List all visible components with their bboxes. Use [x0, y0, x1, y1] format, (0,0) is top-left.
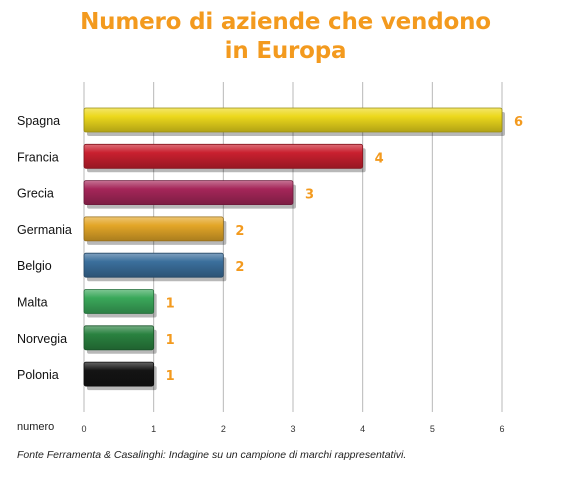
x-tick-label: 2	[221, 424, 226, 434]
chart-title: Numero di aziende che vendono in Europa	[0, 8, 571, 66]
category-label-polonia: Polonia	[17, 368, 59, 382]
bar-francia	[83, 143, 364, 169]
category-label-francia: Francia	[17, 150, 59, 164]
x-tick-label: 6	[499, 424, 504, 434]
data-label-germania: 2	[235, 224, 244, 239]
category-label-belgio: Belgio	[17, 259, 52, 273]
category-label-malta: Malta	[17, 296, 48, 310]
bars	[83, 107, 505, 391]
data-label-norvegia: 1	[166, 333, 175, 348]
bar-belgio	[83, 252, 224, 278]
category-label-spagna: Spagna	[17, 114, 60, 128]
data-label-spagna: 6	[514, 115, 523, 130]
source-note: Fonte Ferramenta & Casalinghi: Indagine …	[17, 449, 407, 461]
data-label-polonia: 1	[166, 369, 175, 384]
category-label-norvegia: Norvegia	[17, 332, 67, 346]
data-label-francia: 4	[375, 151, 384, 166]
x-axis-ticks: 0 1 2 3 4 5 6	[81, 424, 504, 434]
category-labels: Spagna Francia Grecia Germania Belgio Malta No…	[17, 114, 72, 382]
chart-title-line-2: in Europa	[224, 38, 347, 64]
x-tick-label: 3	[290, 424, 295, 434]
bar-grecia	[83, 180, 294, 206]
bar-spagna	[83, 107, 503, 133]
x-tick-label: 5	[430, 424, 435, 434]
bar-polonia	[83, 361, 155, 387]
data-label-belgio: 2	[235, 260, 244, 275]
bar-norvegia	[83, 325, 155, 351]
data-label-grecia: 3	[305, 188, 314, 203]
category-label-grecia: Grecia	[17, 187, 54, 201]
x-tick-label: 1	[151, 424, 156, 434]
x-tick-label: 4	[360, 424, 365, 434]
grid-lines	[83, 82, 503, 412]
data-labels: 6 4 3 2 2 1 1 1	[166, 115, 523, 384]
x-axis-label: numero	[17, 421, 54, 433]
x-tick-label: 0	[81, 424, 86, 434]
bar-malta	[83, 289, 155, 314]
bar-germania	[83, 216, 224, 242]
chart-title-line-1: Numero di aziende che vendono	[80, 9, 491, 35]
data-label-malta: 1	[166, 297, 175, 312]
category-label-germania: Germania	[17, 223, 72, 237]
